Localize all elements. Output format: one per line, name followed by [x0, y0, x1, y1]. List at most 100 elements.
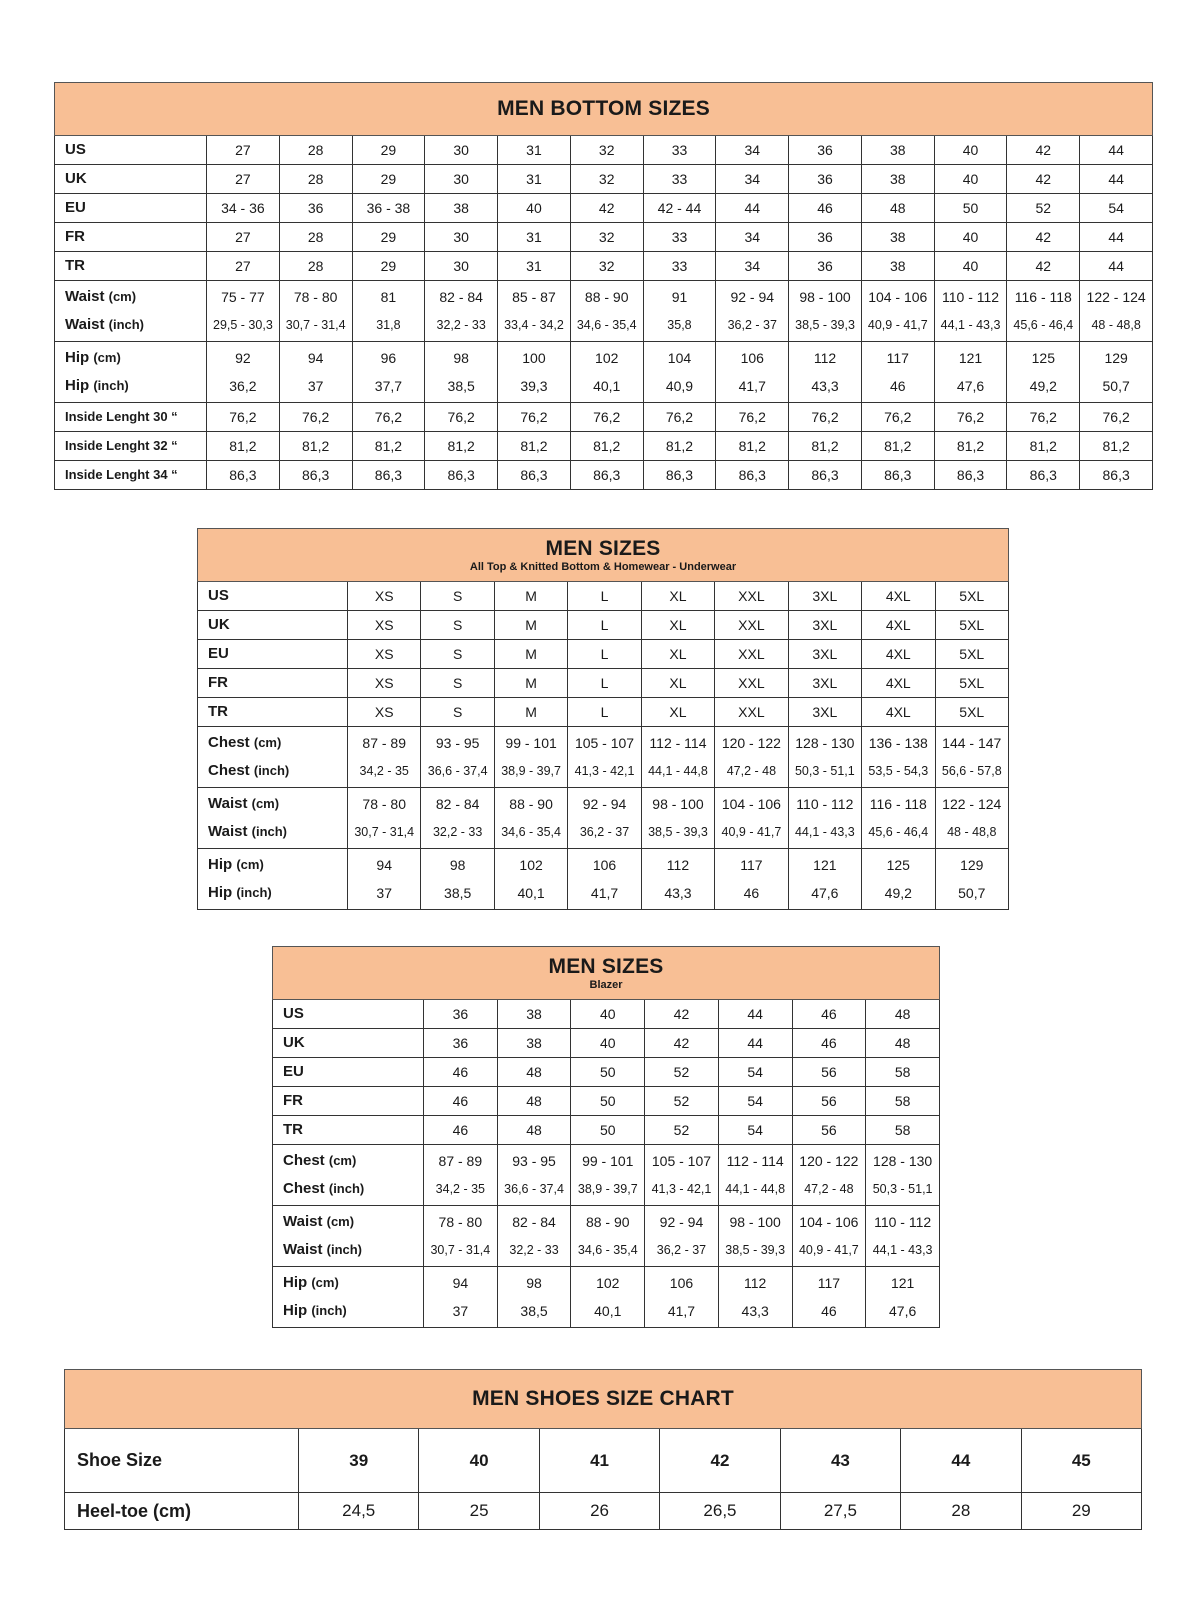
- cell-value: L: [600, 646, 609, 662]
- cell-value: 98 - 100: [799, 289, 851, 305]
- cell-value: 78 - 80: [438, 1214, 483, 1230]
- table-cell: 86,3: [860, 460, 935, 490]
- cell-value: 46: [743, 885, 760, 901]
- cell-value: 105 - 107: [651, 1153, 712, 1169]
- table-cell: L: [567, 668, 642, 698]
- cell-value: 36,2 - 37: [727, 318, 777, 332]
- row-label-line: Hip (cm): [65, 344, 206, 372]
- table-cell: 122 - 124 48 - 48,8: [934, 787, 1010, 849]
- cell-value: 42: [673, 1035, 690, 1051]
- table-cell: 112 - 114 44,1 - 44,8: [640, 726, 716, 788]
- cell-value: 5XL: [959, 704, 985, 720]
- cell-value: 36: [817, 171, 833, 187]
- cell-value: 116 - 118: [1014, 289, 1072, 305]
- cell-value: 43,3: [741, 1303, 769, 1319]
- cell-value: 86,3: [229, 467, 257, 483]
- cell-value: 28: [951, 1501, 971, 1520]
- table-cell: 24,5: [297, 1492, 420, 1530]
- cell-value: 27: [235, 229, 251, 245]
- row-label-line: US: [65, 137, 206, 164]
- cell-value: 34,6 - 35,4: [577, 1243, 638, 1257]
- table-cell: 110 - 112 44,1 - 43,3: [933, 280, 1008, 342]
- cell-value: 86,3: [665, 467, 694, 483]
- cell-value: XXL: [738, 704, 765, 720]
- table-cell: 30: [424, 135, 499, 165]
- table-cell: 36 - 38: [351, 193, 426, 223]
- cell-value: 38,9 - 39,7: [577, 1182, 638, 1196]
- table-cell: 42: [644, 999, 719, 1029]
- cell-value: 50: [962, 200, 979, 216]
- cell-value: 27,5: [823, 1501, 857, 1520]
- cell-value: 56: [821, 1064, 837, 1080]
- table-cell: S: [420, 639, 495, 669]
- cell-value: 34,2 - 35: [435, 1182, 486, 1196]
- cell-value: XL: [669, 675, 687, 691]
- table-cell: 28: [278, 164, 353, 194]
- cell-value: 3XL: [812, 646, 838, 662]
- cell-value: 40: [599, 1035, 616, 1051]
- table-cell: 29: [351, 135, 426, 165]
- cell-value: 81,2: [738, 438, 766, 454]
- table-row: FR 27 28 29 30 31 32 33 34 36 38 40 42 44: [54, 222, 1154, 252]
- table-cell: 56: [791, 1115, 867, 1145]
- cell-value: 26,5: [703, 1501, 737, 1520]
- cell-value: 50: [599, 1093, 616, 1109]
- table-cell: 44: [1079, 135, 1154, 165]
- cell-value: 5XL: [959, 646, 985, 662]
- table-cell: 29: [351, 164, 426, 194]
- row-label-text: Hip: [208, 884, 233, 901]
- row-label-line: UK: [65, 166, 206, 193]
- table-cell: 36: [423, 999, 498, 1029]
- table-cell: 98 38,5: [420, 848, 495, 910]
- table-cell: 81,2: [642, 431, 717, 461]
- table-cell: 76,2: [569, 402, 644, 432]
- table-cell: 4XL: [861, 610, 936, 640]
- row-label: FR: [197, 668, 348, 698]
- table-header-row: MEN SIZES Blazer: [271, 946, 941, 1000]
- table-cell: 42: [1006, 164, 1081, 194]
- table-cell: 27,5: [779, 1492, 902, 1530]
- cell-value: 37: [452, 1303, 469, 1319]
- table-cell: 52: [644, 1115, 719, 1145]
- table-cell: 42: [1006, 222, 1081, 252]
- table-row: FR XS S M L XL XXL 3XL 4XL 5XL: [197, 668, 1010, 698]
- row-label-unit: (inch): [328, 1181, 365, 1196]
- table-cell: 122 - 124 48 - 48,8: [1079, 280, 1154, 342]
- table-cell: 46: [423, 1115, 498, 1145]
- cell-value: 44: [747, 1006, 763, 1022]
- table-row: Hip (cm) Hip (inch) 92 36,2 94 37 96 37,7 98 38,5…: [54, 341, 1154, 403]
- row-label-unit: (cm): [328, 1153, 357, 1168]
- table-cell: XXL: [714, 581, 789, 611]
- cell-value: 106: [740, 350, 764, 366]
- row-label-line: EU: [283, 1059, 423, 1086]
- table-cell: 94 37: [346, 848, 422, 910]
- cell-value: 54: [747, 1093, 763, 1109]
- table-title: MEN SIZES: [545, 537, 661, 560]
- row-label-line: Waist (inch): [65, 311, 206, 339]
- table-cell: 36: [278, 193, 353, 223]
- table-cell: XL: [640, 697, 716, 727]
- cell-value: 117: [740, 857, 763, 873]
- table-cell: 48: [496, 1057, 572, 1087]
- row-label-text: UK: [283, 1034, 305, 1051]
- cell-value: 47,6: [956, 378, 985, 394]
- cell-value: 3XL: [812, 588, 838, 604]
- cell-value: 56: [821, 1093, 837, 1109]
- table-cell: 129 50,7: [934, 848, 1010, 910]
- row-label-text: Inside Lenght 34 “: [65, 467, 178, 482]
- cell-value: 76,2: [665, 409, 694, 425]
- cell-value: 93 - 95: [435, 735, 480, 751]
- table-cell: 86,3: [569, 460, 644, 490]
- table-cell: 42 - 44: [642, 193, 717, 223]
- table-cell: L: [567, 581, 642, 611]
- cell-value: XL: [669, 617, 687, 633]
- row-label-unit: (inch): [93, 378, 129, 393]
- cell-value: 76,2: [884, 409, 912, 425]
- table-cell: 3XL: [787, 581, 863, 611]
- table-cell: 116 - 118 45,6 - 46,4: [1006, 280, 1081, 342]
- table-row: Shoe Size 39 40 41 42 43 44 45: [64, 1428, 1143, 1493]
- cell-value: 99 - 101: [505, 735, 557, 751]
- table-cell: 52: [644, 1086, 719, 1116]
- table-row: UK 36 38 40 42 44 46 48: [272, 1028, 941, 1058]
- table-cell: 75 - 77 29,5 - 30,3: [206, 280, 280, 342]
